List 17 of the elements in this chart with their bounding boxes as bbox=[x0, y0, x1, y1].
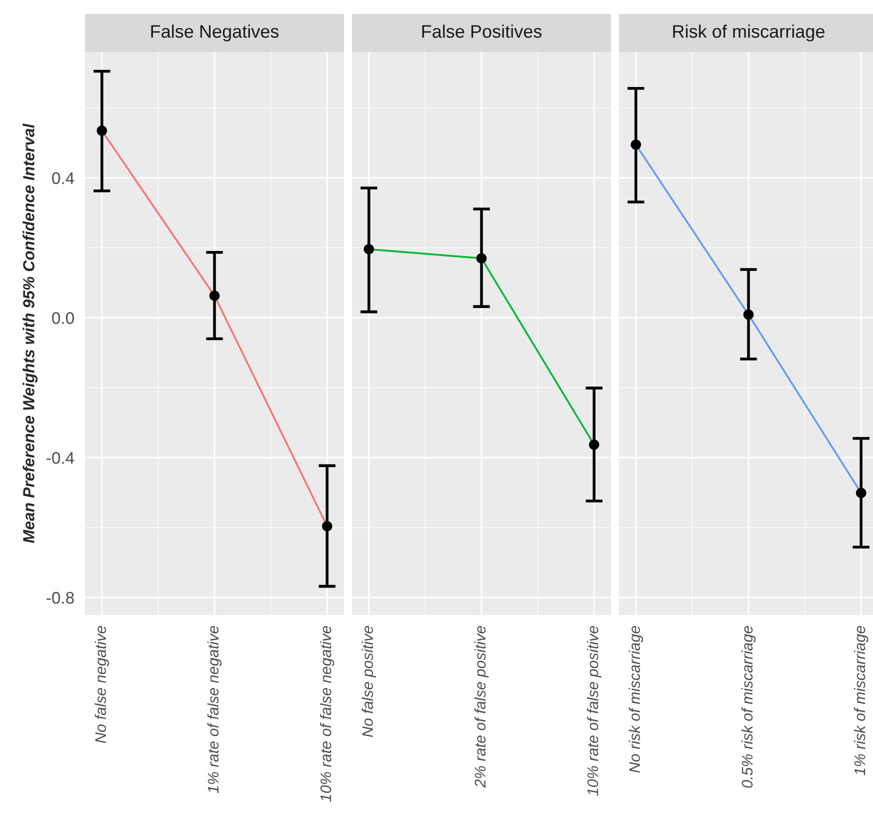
x-tick-label: 10% rate of false negative bbox=[320, 626, 334, 802]
x-tick-label: 10% rate of false positive bbox=[586, 626, 602, 796]
x-tick-label: 0.5% risk of miscarriage bbox=[741, 626, 756, 788]
y-tick-label: 0.0 bbox=[52, 312, 74, 324]
y-tick-label: 0.4 bbox=[52, 172, 74, 184]
y-axis-title: Mean Preference Weights with 95% Confidence Interval bbox=[22, 123, 38, 543]
x-tick-label: 2% rate of false positive bbox=[474, 626, 489, 788]
x-tick-label: 1% risk of miscarriage bbox=[854, 626, 868, 776]
y-tick-label: -0.8 bbox=[46, 592, 74, 604]
y-tick-label: -0.4 bbox=[46, 452, 74, 464]
x-tick-label: No risk of miscarriage bbox=[628, 626, 644, 773]
x-tick-label: No false positive bbox=[362, 626, 376, 738]
chart-title: False Negatives bbox=[151, 24, 279, 42]
x-tick-label: 1% rate of false negative bbox=[207, 626, 222, 794]
x-tick-label: No false negative bbox=[94, 626, 110, 743]
chart-title: Risk of miscarriage bbox=[673, 24, 824, 42]
chart-title: False Positives bbox=[422, 24, 542, 38]
